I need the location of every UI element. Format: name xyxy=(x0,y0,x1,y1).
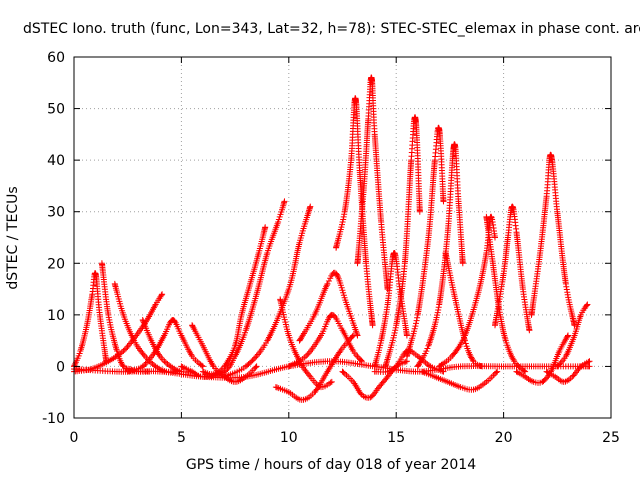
data-arc xyxy=(492,203,533,334)
data-arc xyxy=(189,322,260,385)
data-arc xyxy=(296,269,361,344)
plus-markers xyxy=(483,213,529,375)
y-tick-label: 20 xyxy=(47,256,65,272)
x-tick-label: 15 xyxy=(387,430,405,446)
data-arc xyxy=(403,124,447,360)
data-arc xyxy=(354,74,391,293)
data-arc xyxy=(333,95,376,329)
plus-markers xyxy=(528,151,578,329)
plot-frame xyxy=(73,56,612,419)
x-tick-label: 25 xyxy=(602,430,620,446)
plus-markers xyxy=(442,250,486,370)
plus-markers xyxy=(354,74,391,293)
plus-markers xyxy=(414,141,466,370)
plus-markers xyxy=(71,270,110,370)
data-arc xyxy=(272,332,357,403)
plus-markers xyxy=(333,95,376,329)
plus-markers xyxy=(296,269,361,344)
y-tick-label: 50 xyxy=(47,102,65,118)
y-tick-label: -10 xyxy=(42,411,65,427)
data-arc xyxy=(483,213,529,375)
data-arc xyxy=(419,368,501,393)
plus-markers xyxy=(554,301,591,370)
y-tick-label: 0 xyxy=(56,359,65,375)
y-tick-label: 30 xyxy=(47,205,65,221)
axis-ticks: 0 5 10 15 20 25 -10 0 10 20 30 40 50 60 xyxy=(42,50,620,446)
data-arc xyxy=(554,301,591,370)
y-axis-label: dSTEC / TECUs xyxy=(5,186,21,289)
x-tick-label: 0 xyxy=(70,430,79,446)
data-arc xyxy=(71,270,110,370)
x-tick-label: 5 xyxy=(177,430,186,446)
plus-markers xyxy=(513,332,571,386)
plus-markers xyxy=(403,124,447,360)
data-arc xyxy=(442,250,486,370)
plus-markers xyxy=(189,322,260,385)
data-series xyxy=(71,74,593,403)
data-arc xyxy=(543,358,593,385)
plus-markers xyxy=(543,358,593,385)
data-arc xyxy=(414,141,466,370)
plus-markers xyxy=(492,203,533,334)
y-tick-label: 60 xyxy=(47,50,65,66)
x-tick-label: 10 xyxy=(280,430,298,446)
data-arc xyxy=(513,332,571,386)
x-tick-label: 20 xyxy=(495,430,513,446)
y-tick-label: 10 xyxy=(47,308,65,324)
data-arc xyxy=(528,151,578,329)
plus-markers xyxy=(272,332,357,403)
chart-title: dSTEC Iono. truth (func, Lon=343, Lat=32… xyxy=(23,21,640,37)
x-axis-label: GPS time / hours of day 018 of year 2014 xyxy=(186,457,476,473)
y-tick-label: 40 xyxy=(47,153,65,169)
plus-markers xyxy=(419,368,501,393)
